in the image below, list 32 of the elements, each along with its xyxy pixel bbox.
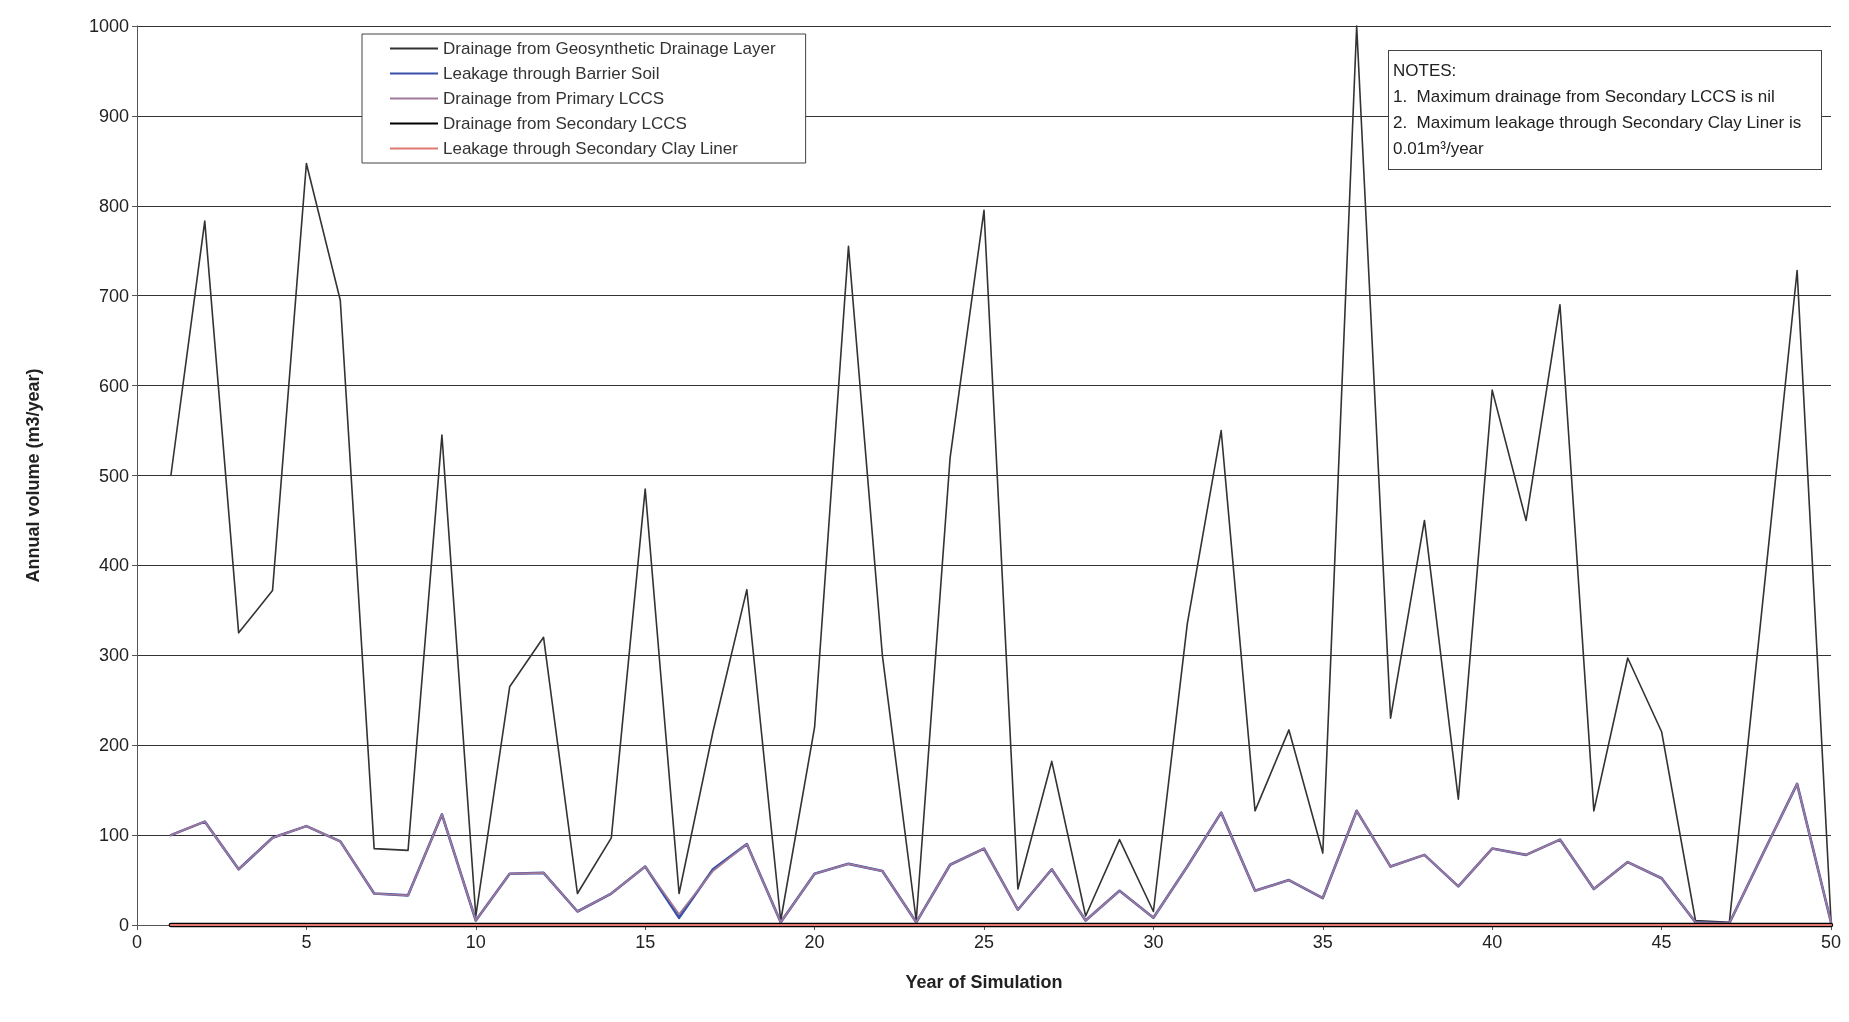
annotation: 1. Maximum drainage from Secondary LCCS is nil [1393,86,1775,106]
legend-label: Drainage from Primary LCCS [443,89,665,108]
y-tick-label: 700 [98,285,129,306]
y-tick-label: 100 [98,825,129,846]
legend-label: Leakage through Barrier Soil [443,64,660,83]
annotation: 2. Maximum leakage through Secondary Clay Liner is 0.01m³/year [1393,112,1806,158]
y-tick-label: 800 [98,195,129,216]
x-tick-label: 45 [1651,932,1672,952]
legend-label: Drainage from Geosynthetic Drainage Layer [443,39,776,58]
x-tick-label: 20 [804,932,825,952]
y-axis-title: Annual volume (m3/year) [23,368,43,583]
annotation: NOTES: [1393,60,1457,80]
y-tick-label: 900 [98,105,129,126]
x-tick-label: 5 [301,932,312,952]
x-tick-label: 25 [973,932,995,952]
x-tick-label: 50 [1820,932,1842,952]
legend-label: Leakage through Secondary Clay Liner [443,139,739,158]
x-tick-label: 10 [465,932,486,952]
y-tick-label: 600 [98,375,129,396]
x-tick-label: 40 [1482,932,1503,952]
y-tick-label: 1000 [88,16,129,36]
legend-label: Drainage from Secondary LCCS [443,114,687,133]
x-tick-label: 35 [1312,932,1333,952]
x-tick-label: 0 [131,932,143,952]
y-tick-label: 500 [98,465,129,486]
y-tick-label: 200 [98,735,129,756]
y-tick-label: 400 [98,555,129,576]
x-tick-label: 15 [635,932,656,952]
y-tick-label: 0 [118,915,129,935]
y-tick-label: 300 [98,645,129,666]
x-tick-label: 30 [1143,932,1164,952]
x-axis-title: Year of Simulation [905,972,1063,992]
